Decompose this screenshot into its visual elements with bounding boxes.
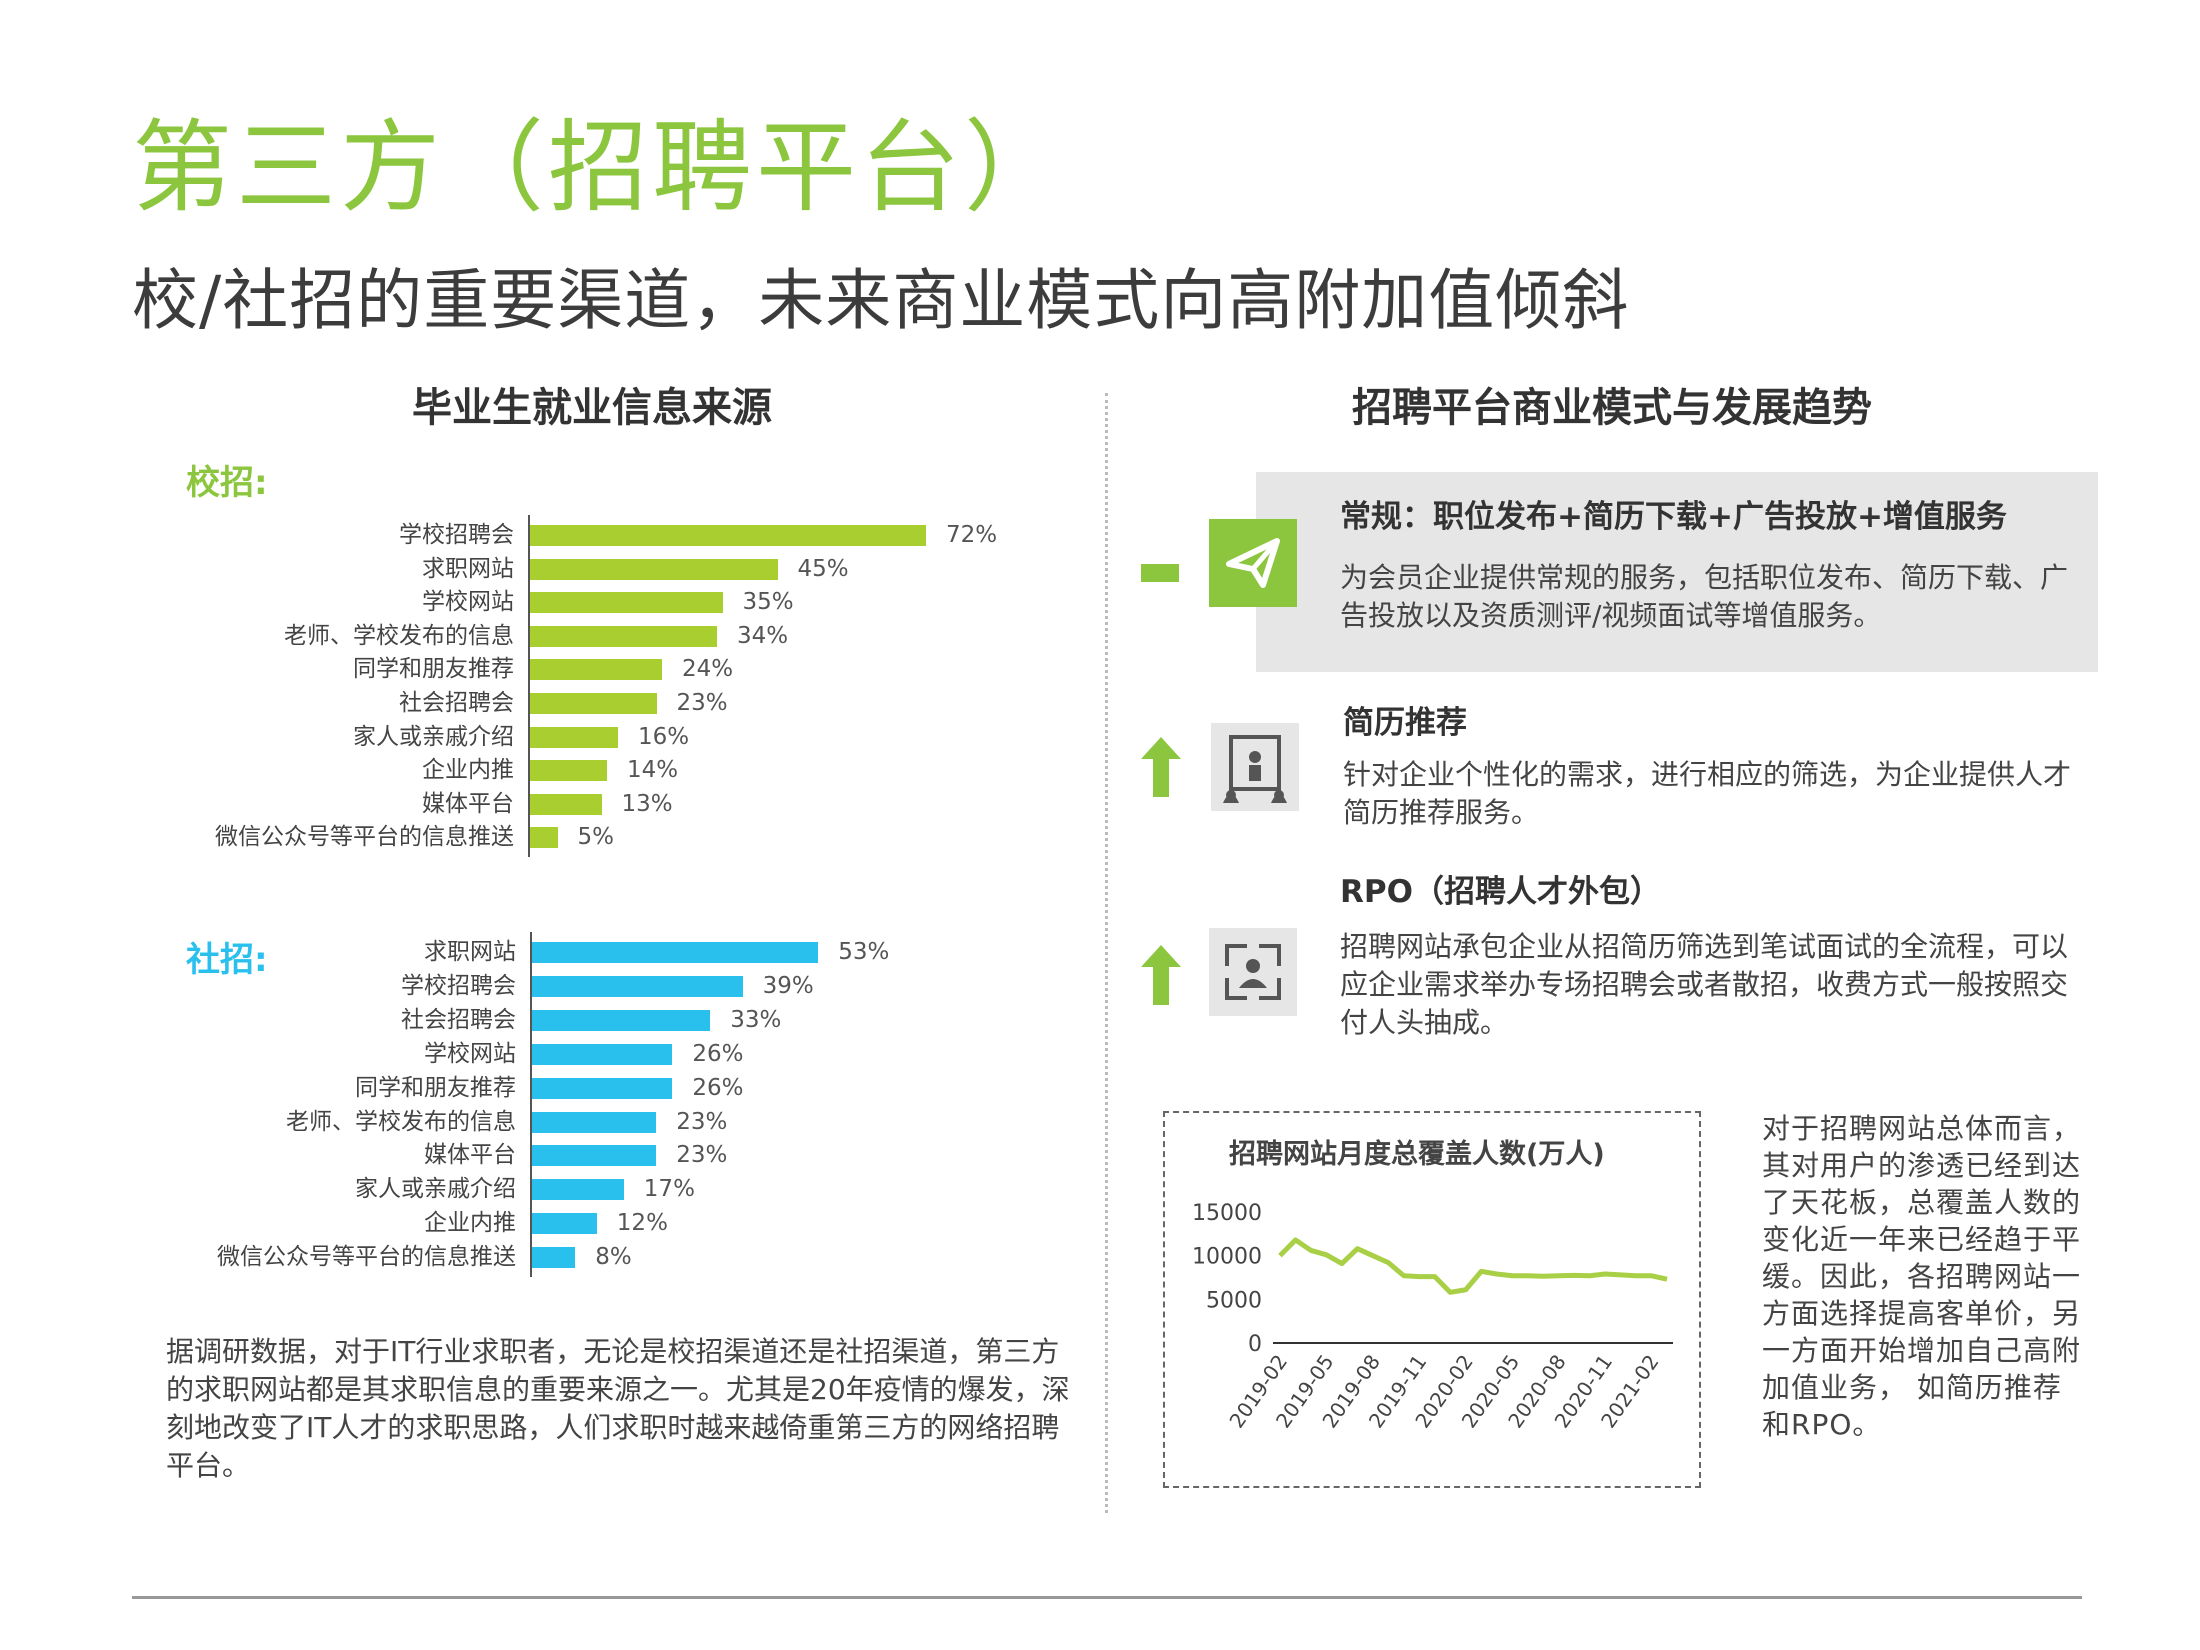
bar: [530, 793, 602, 815]
right-section-title: 招聘平台商业模式与发展趋势: [1352, 385, 1872, 431]
rpo-body: 招聘网站承包企业从招简历筛选到笔试面试的全流程，可以应企业需求举办专场招聘会或者…: [1340, 930, 2069, 1039]
bar-category-label: 家人或亲戚介绍: [355, 1176, 516, 1203]
coverage-series-line: [1278, 1237, 1668, 1295]
page-subtitle: 校/社招的重要渠道，未来商业模式向高附加值倾斜: [132, 262, 1630, 339]
bar: [530, 693, 657, 714]
bar-value-label: 14%: [627, 757, 679, 784]
bar-value-label: 5%: [577, 824, 615, 851]
bar-category-label: 学校招聘会: [399, 522, 514, 548]
bar: [530, 760, 607, 782]
bar-category-label: 求职网站: [424, 939, 516, 965]
school-group-label: 校招:: [186, 463, 268, 503]
bar-value-label: 26%: [692, 1040, 744, 1067]
bar-category-label: 社会招聘会: [399, 690, 514, 716]
left-paragraph: 据调研数据，对于IT行业求职者，无论是校招渠道还是社招渠道，第三方的求职网站都是…: [166, 1335, 1070, 1482]
bar: [530, 827, 558, 849]
bar-category-label: 家人或亲戚介绍: [353, 723, 514, 750]
line-chart-plot: 0500010000150002019-022019-052019-082019…: [1192, 1201, 1673, 1432]
bar-category-label: 学校网站: [424, 1040, 516, 1067]
bar: [532, 942, 819, 963]
bar-axis: [528, 515, 530, 858]
person-frame-icon: [1209, 928, 1297, 1016]
bar-value-label: 8%: [595, 1244, 632, 1271]
bar: [532, 1043, 673, 1065]
regular-model-title: 常规：职位发布+简历下载+广告投放+增值服务: [1340, 499, 2007, 535]
bar: [532, 1009, 711, 1031]
bar: [532, 975, 743, 997]
bar-category-label: 老师、学校发布的信息: [286, 1108, 516, 1135]
bar: [532, 1247, 576, 1269]
page-title: 第三方（招聘平台）: [132, 109, 1068, 226]
bar-category-label: 求职网站: [422, 555, 514, 582]
bar-category-label: 同学和朋友推荐: [355, 1074, 516, 1101]
bar-value-label: 33%: [730, 1006, 782, 1033]
paper-plane-icon: [1209, 519, 1297, 607]
bar-value-label: 26%: [692, 1074, 744, 1101]
bar: [532, 1213, 597, 1235]
line-chart-title: 招聘网站月度总覆盖人数(万人): [1229, 1139, 1605, 1170]
bar: [530, 558, 778, 580]
bar-value-label: 23%: [676, 1108, 728, 1135]
regular-model-body: 为会员企业提供常规的服务，包括职位发布、简历下载、广告投放以及资质测评/视频面试…: [1340, 561, 2069, 632]
bar-value-label: 23%: [676, 690, 728, 716]
side-paragraph: 对于招聘网站总体而言，其对用户的渗透已经到达了天花板，总覆盖人数的变化近一年来已…: [1762, 1112, 2082, 1441]
up-trend-icon: [1141, 737, 1181, 801]
bar-value-label: 34%: [737, 622, 789, 649]
candidate-recommend-icon: [1211, 723, 1299, 811]
bar-axis: [530, 932, 532, 1278]
y-tick-label: 5000: [1206, 1288, 1262, 1313]
bar-category-label: 微信公众号等平台的信息推送: [217, 1244, 516, 1271]
bar-value-label: 16%: [638, 723, 690, 750]
bar-category-label: 媒体平台: [424, 1142, 516, 1169]
bar: [530, 525, 926, 546]
bar-category-label: 微信公众号等平台的信息推送: [215, 824, 514, 851]
bar-value-label: 24%: [682, 656, 734, 683]
bar-value-label: 45%: [797, 555, 849, 582]
bar-category-label: 媒体平台: [422, 790, 514, 817]
coverage-line-chart: 招聘网站月度总覆盖人数(万人) 0 5000 10000 15000 2019-02 20…: [1163, 1111, 1701, 1488]
resume-recommend-title: 简历推荐: [1343, 705, 1467, 741]
bar-category-label: 社会招聘会: [401, 1006, 516, 1033]
rpo-title: RPO（招聘人才外包）: [1340, 874, 1661, 910]
bar-value-label: 39%: [762, 972, 814, 999]
resume-recommend-body: 针对企业个性化的需求，进行相应的筛选，为企业提供人才简历推荐服务。: [1343, 758, 2072, 829]
bar: [532, 1077, 673, 1099]
bar: [532, 1145, 657, 1167]
y-tick-label: 0: [1248, 1332, 1262, 1357]
bar-value-label: 17%: [643, 1176, 695, 1203]
bar-category-label: 企业内推: [422, 757, 514, 784]
left-section-title: 毕业生就业信息来源: [412, 385, 772, 431]
vertical-divider: [1105, 393, 1108, 1513]
y-tick-label: 10000: [1192, 1245, 1262, 1270]
bar-value-label: 13%: [621, 790, 673, 817]
bar-value-label: 12%: [616, 1210, 668, 1237]
bar: [532, 1179, 624, 1201]
bar-value-label: 72%: [946, 522, 998, 548]
flat-trend-icon: [1141, 564, 1179, 582]
bar-value-label: 35%: [742, 589, 794, 616]
bottom-rule: [132, 1596, 2082, 1599]
bar-category-label: 学校招聘会: [401, 972, 516, 999]
bar-category-label: 同学和朋友推荐: [353, 656, 514, 683]
bar: [532, 1111, 657, 1133]
social-group-label: 社招:: [186, 940, 268, 980]
regular-model-panel: [1256, 472, 2098, 672]
bar: [530, 659, 662, 681]
bar-value-label: 23%: [676, 1142, 728, 1169]
bar-value-label: 53%: [838, 939, 890, 965]
bar-category-label: 企业内推: [424, 1210, 516, 1237]
bar: [530, 625, 717, 647]
bar-category-label: 学校网站: [422, 589, 514, 616]
bar: [530, 592, 723, 614]
bar-category-label: 老师、学校发布的信息: [284, 622, 514, 649]
bar: [530, 726, 618, 748]
up-trend-icon: [1141, 945, 1181, 1009]
y-tick-label: 15000: [1192, 1201, 1262, 1226]
